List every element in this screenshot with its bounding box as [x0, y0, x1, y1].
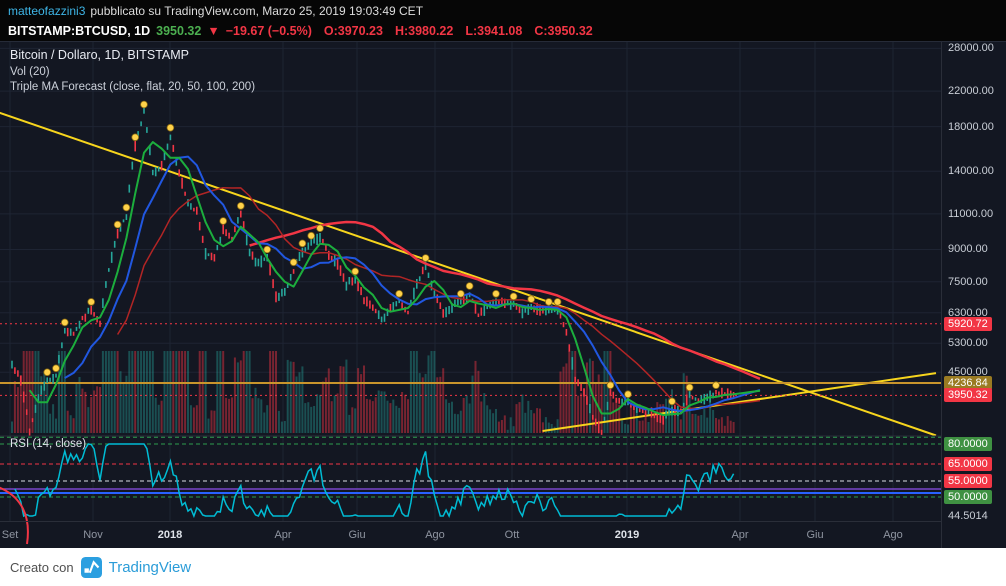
last-price: 3950.32 — [156, 24, 202, 38]
close-value: C:3950.32 — [534, 24, 593, 38]
price-badge: 3950.32 — [944, 388, 992, 402]
price-tick-label: 28000.00 — [948, 42, 994, 54]
rsi-level-badge: 65.0000 — [944, 457, 992, 471]
symbol-name: BITSTAMP:BTCUSD, 1D — [8, 24, 151, 38]
time-axis-label: Ago — [883, 529, 903, 541]
time-axis-label: Nov — [83, 529, 103, 541]
candles — [11, 107, 735, 436]
time-axis-label: Apr — [731, 529, 749, 541]
rsi-indicator-label[interactable]: RSI (14, close) — [10, 438, 87, 450]
rsi-level-badge: 80.0000 — [944, 437, 992, 451]
volume-indicator-label[interactable]: Vol (20) — [10, 66, 50, 78]
chart-area: Bitcoin / Dollaro, 1D, BITSTAMP Vol (20)… — [0, 42, 1006, 548]
tradingview-brand-link[interactable]: TradingView — [108, 558, 192, 576]
username-link[interactable]: matteofazzini3 — [8, 3, 86, 18]
grid-lines — [0, 42, 941, 521]
signal-dots — [43, 100, 720, 406]
open-value: O:3970.23 — [323, 24, 383, 38]
volume-bars — [11, 351, 735, 433]
time-axis-label: Ago — [425, 529, 445, 541]
price-badge: 5920.72 — [944, 317, 992, 331]
rsi-level-badge: 55.0000 — [944, 474, 992, 488]
time-axis[interactable]: Set Nov 2018 Apr Giu Ago Ott 2019 Apr Giu Ago — [0, 521, 941, 548]
price-tick-label: 5300.00 — [948, 337, 988, 349]
symbol-info-bar: BITSTAMP:BTCUSD, 1D 3950.32 ▼ −19.67 (−0… — [0, 21, 1006, 42]
chart-title[interactable]: Bitcoin / Dollaro, 1D, BITSTAMP — [10, 48, 189, 62]
price-badge: 4236.84 — [944, 376, 992, 390]
time-axis-label: 2019 — [614, 529, 640, 541]
time-axis-label: Giu — [348, 529, 366, 541]
low-value: L:3941.08 — [465, 24, 523, 38]
ma-indicator-label[interactable]: Triple MA Forecast (close, flat, 20, 50,… — [10, 81, 256, 93]
rsi-line — [0, 443, 735, 545]
publication-bar: matteofazzini3 pubblicato su TradingView… — [0, 0, 1006, 21]
created-with-text: Creato con — [10, 559, 74, 575]
price-axis[interactable]: 28000.00 22000.00 18000.00 14000.00 11000.00… — [941, 42, 1006, 548]
price-tick-label: 11000.00 — [948, 208, 994, 220]
tradingview-logo-icon[interactable] — [80, 556, 102, 578]
moving-averages — [28, 141, 761, 417]
chart-legend: Bitcoin / Dollaro, 1D, BITSTAMP Vol (20)… — [10, 48, 255, 96]
change-arrow-icon: ▼ — [207, 24, 220, 38]
time-axis-label: Giu — [806, 529, 824, 541]
price-tick-label: 9000.00 — [948, 243, 988, 255]
time-axis-label: Ott — [504, 529, 520, 541]
rsi-value-label: 44.5014 — [948, 510, 988, 522]
attribution-footer: Creato con TradingView — [0, 548, 1006, 586]
price-tick-label: 14000.00 — [948, 165, 994, 177]
price-levels — [0, 323, 941, 438]
price-tick-label: 6300.00 — [948, 307, 988, 319]
time-axis-label: Set — [1, 529, 19, 541]
publication-text: pubblicato su TradingView.com, Marzo 25,… — [90, 3, 424, 18]
price-tick-label: 22000.00 — [948, 85, 994, 97]
time-axis-label: 2018 — [157, 529, 183, 541]
price-tick-label: 18000.00 — [948, 121, 994, 133]
price-tick-label: 7500.00 — [948, 276, 988, 288]
time-axis-label: Apr — [274, 529, 292, 541]
price-change: −19.67 (−0.5%) — [225, 24, 312, 38]
price-tick-label: 4500.00 — [948, 366, 988, 378]
rsi-level-badge: 50.0000 — [944, 490, 992, 504]
price-chart-canvas[interactable] — [0, 42, 941, 548]
high-value: H:3980.22 — [394, 24, 454, 38]
